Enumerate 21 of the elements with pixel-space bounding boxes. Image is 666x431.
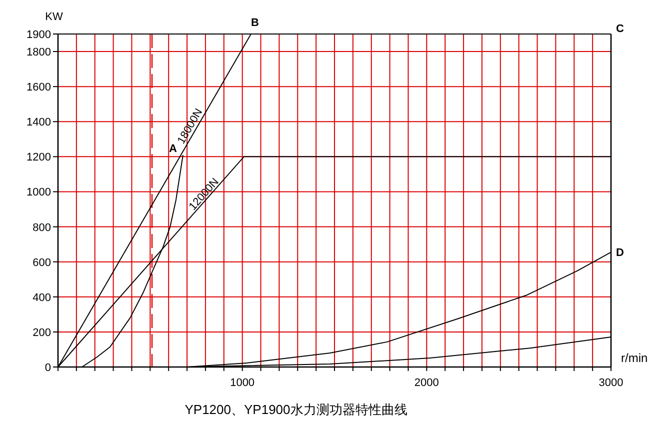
y-tick-label: 200 [32,326,51,339]
y-tick-label: 1200 [26,152,51,164]
x-tick-label: 3000 [598,377,624,389]
y-tick-label: 1800 [26,46,51,59]
y-tick-label: 1400 [26,116,51,129]
y-tick-label: 800 [32,222,51,234]
y-tick-label: 0 [44,362,51,374]
x-axis-title: r/min [621,351,648,365]
y-tick-label: 400 [32,292,51,304]
y-tick-label: 600 [32,256,51,269]
text: YP1200、YP1900水力测功器特性曲线 [184,402,408,417]
y-axis-title: KW [45,11,64,23]
annotation: C [616,23,624,35]
y-tick-label: 1900 [26,29,51,41]
annotation: D [616,247,624,260]
y-tick-label: 1000 [26,186,51,199]
annotation: B [251,17,260,29]
x-tick-label: 1000 [230,377,255,389]
x-tick-label: 2000 [414,377,439,389]
annotation: A [169,143,177,156]
y-tick-label: 1600 [26,82,51,94]
